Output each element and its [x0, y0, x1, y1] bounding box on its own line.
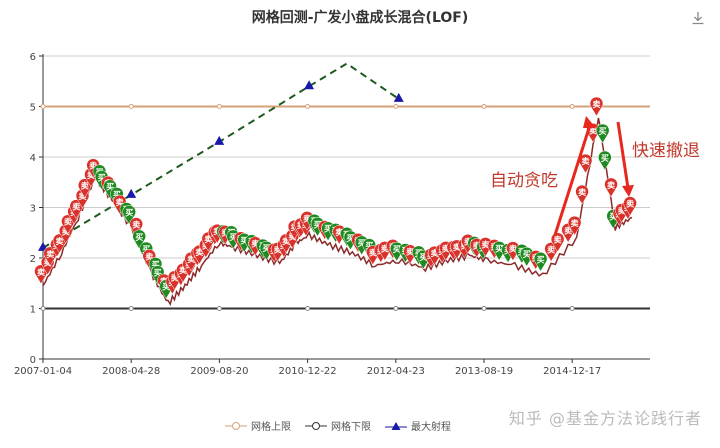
svg-text:卖: 卖 — [592, 99, 600, 109]
legend-label: 网格下限 — [331, 422, 371, 433]
svg-text:买: 买 — [609, 213, 617, 222]
svg-text:卖: 卖 — [303, 213, 311, 223]
svg-text:卖: 卖 — [369, 248, 377, 258]
svg-text:买: 买 — [154, 269, 162, 278]
svg-text:2014-12-17: 2014-12-17 — [543, 366, 601, 377]
legend-item-range[interactable]: 最大射程 — [385, 418, 451, 433]
svg-text:买: 买 — [151, 260, 159, 269]
svg-text:买: 买 — [599, 127, 607, 136]
svg-text:卖: 卖 — [116, 197, 124, 207]
svg-text:卖: 卖 — [72, 202, 80, 212]
svg-text:卖: 卖 — [46, 249, 54, 259]
svg-text:2012-04-23: 2012-04-23 — [367, 366, 425, 377]
svg-text:卖: 卖 — [288, 231, 296, 241]
circle-line-icon — [225, 421, 247, 430]
svg-text:2013-08-19: 2013-08-19 — [455, 366, 513, 377]
legend-item-upper[interactable]: 网格上限 — [225, 418, 291, 433]
svg-text:卖: 卖 — [431, 248, 439, 258]
svg-text:卖: 卖 — [582, 156, 590, 166]
svg-text:卖: 卖 — [64, 217, 72, 227]
download-icon[interactable] — [690, 10, 706, 26]
circle-line-icon — [305, 421, 327, 430]
annotation-retreat: 快速撤退 — [632, 141, 700, 161]
svg-text:2010-12-22: 2010-12-22 — [279, 366, 337, 377]
svg-text:卖: 卖 — [578, 187, 586, 197]
legend: 网格上限 网格下限 最大射程 — [225, 418, 451, 433]
svg-text:5: 5 — [30, 103, 36, 114]
svg-text:买: 买 — [162, 283, 170, 292]
svg-text:卖: 卖 — [37, 267, 45, 277]
svg-text:卖: 卖 — [179, 265, 187, 275]
svg-text:卖: 卖 — [251, 239, 259, 249]
svg-text:2009-08-20: 2009-08-20 — [190, 366, 248, 377]
svg-text:卖: 卖 — [56, 236, 64, 246]
svg-text:卖: 卖 — [607, 180, 615, 190]
svg-text:卖: 卖 — [509, 244, 517, 254]
svg-text:买: 买 — [240, 236, 248, 245]
svg-text:卖: 卖 — [79, 191, 87, 201]
svg-text:3: 3 — [30, 204, 36, 215]
svg-text:买: 买 — [262, 244, 270, 253]
svg-text:卖: 卖 — [547, 244, 555, 254]
svg-text:买: 买 — [229, 233, 237, 242]
svg-text:4: 4 — [30, 153, 36, 164]
svg-text:卖: 卖 — [589, 125, 597, 135]
svg-text:卖: 卖 — [89, 161, 97, 171]
svg-text:买: 买 — [523, 250, 531, 259]
svg-text:卖: 卖 — [381, 243, 389, 253]
svg-text:买: 买 — [495, 244, 503, 253]
svg-text:买: 买 — [125, 208, 133, 217]
svg-text:卖: 卖 — [571, 218, 579, 228]
svg-text:卖: 卖 — [87, 170, 95, 180]
svg-text:卖: 卖 — [564, 225, 572, 235]
svg-text:卖: 卖 — [81, 181, 89, 191]
svg-text:买: 买 — [358, 239, 366, 248]
svg-text:卖: 卖 — [406, 247, 414, 257]
svg-text:卖: 卖 — [204, 234, 212, 244]
svg-text:卖: 卖 — [442, 243, 450, 253]
svg-text:卖: 卖 — [195, 247, 203, 257]
svg-text:买: 买 — [106, 183, 114, 192]
legend-label: 网格上限 — [251, 422, 291, 433]
annotation-greedy: 自动贪吃 — [490, 171, 558, 191]
svg-text:买: 买 — [365, 242, 373, 251]
svg-text:卖: 卖 — [554, 235, 562, 245]
svg-text:买: 买 — [601, 154, 609, 163]
svg-text:卖: 卖 — [481, 239, 489, 249]
legend-label: 最大射程 — [411, 422, 451, 433]
svg-text:卖: 卖 — [335, 227, 343, 237]
svg-text:卖: 卖 — [44, 258, 52, 268]
watermark: 知乎 @基金方法论践行者 — [508, 409, 702, 428]
svg-text:卖: 卖 — [274, 244, 282, 254]
svg-text:6: 6 — [30, 52, 36, 63]
svg-text:买: 买 — [419, 253, 427, 262]
svg-text:买: 买 — [346, 234, 354, 243]
svg-text:买: 买 — [113, 190, 121, 199]
svg-text:买: 买 — [314, 220, 322, 229]
svg-text:买: 买 — [135, 233, 143, 242]
svg-text:卖: 卖 — [132, 220, 140, 230]
svg-text:买: 买 — [393, 245, 401, 254]
legend-item-lower[interactable]: 网格下限 — [305, 418, 371, 433]
svg-text:买: 买 — [324, 225, 332, 234]
svg-text:卖: 卖 — [618, 205, 626, 215]
svg-text:卖: 卖 — [187, 254, 195, 264]
svg-text:卖: 卖 — [145, 251, 153, 261]
svg-text:0: 0 — [30, 355, 36, 366]
svg-text:买: 买 — [537, 255, 545, 264]
svg-text:1: 1 — [30, 305, 36, 316]
svg-text:2007-01-04: 2007-01-04 — [14, 366, 72, 377]
svg-text:卖: 卖 — [62, 226, 70, 236]
svg-text:卖: 卖 — [453, 242, 461, 252]
svg-text:2008-04-28: 2008-04-28 — [102, 366, 160, 377]
svg-text:卖: 卖 — [282, 236, 290, 246]
triangle-line-icon — [385, 421, 407, 430]
svg-text:2: 2 — [30, 254, 36, 265]
svg-text:卖: 卖 — [171, 273, 179, 283]
chart-title: 网格回测-广发小盘成长混合(LOF) — [251, 10, 469, 26]
svg-text:买: 买 — [98, 174, 106, 183]
svg-text:买: 买 — [142, 245, 150, 254]
svg-text:卖: 卖 — [626, 199, 634, 209]
